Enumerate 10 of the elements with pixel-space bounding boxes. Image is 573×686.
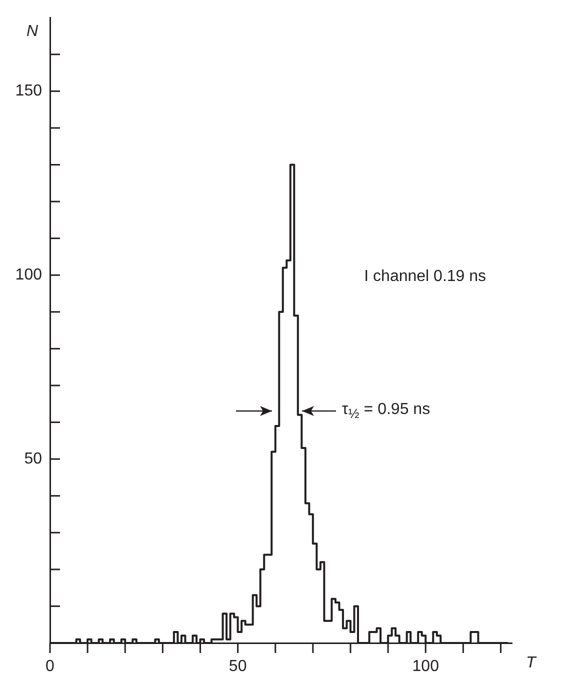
annotation: I channel 0.19 ns bbox=[364, 268, 486, 286]
y-axis-title: N bbox=[26, 23, 38, 40]
x-tick-label: 50 bbox=[228, 658, 247, 676]
y-tick-label: 100 bbox=[15, 266, 42, 284]
x-axis-title: T bbox=[526, 654, 537, 672]
y-tick-label: 50 bbox=[24, 450, 42, 468]
x-tick-label: 0 bbox=[46, 658, 55, 676]
y-tick-label: 150 bbox=[15, 82, 42, 100]
annotation: τ$_{½}$ = 0.95 ns bbox=[342, 401, 430, 422]
x-tick-label: 100 bbox=[412, 658, 440, 676]
